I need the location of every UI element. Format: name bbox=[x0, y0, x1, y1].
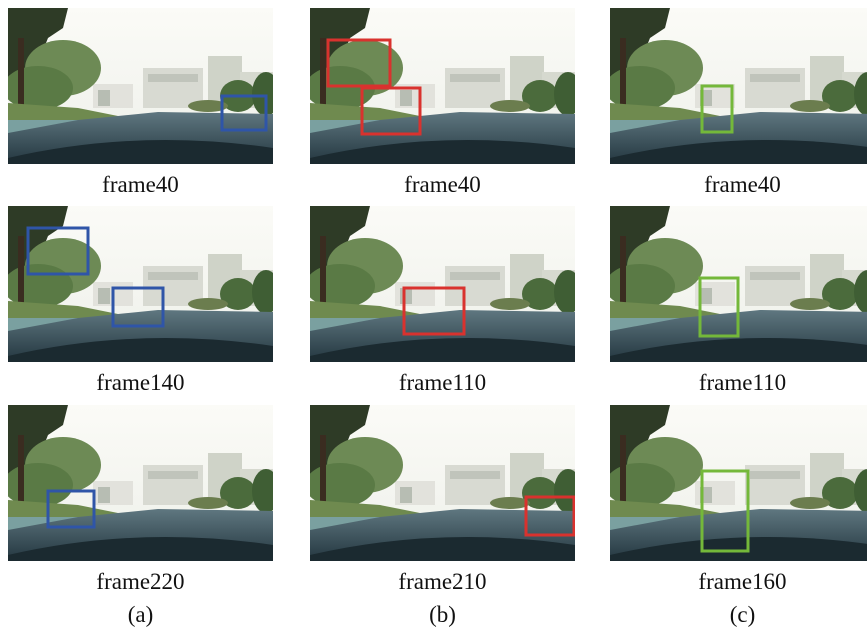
photo-c-3 bbox=[610, 405, 867, 561]
tracking-box bbox=[698, 276, 740, 338]
photo-c-1 bbox=[610, 8, 867, 164]
photo-a-1 bbox=[8, 8, 273, 164]
photo-b-1 bbox=[310, 8, 575, 164]
tracking-box bbox=[111, 286, 165, 328]
tracking-box bbox=[524, 495, 575, 537]
column-label-b: (b) bbox=[429, 602, 456, 627]
frame-caption: frame110 bbox=[698, 370, 787, 395]
frame-caption: frame160 bbox=[698, 569, 787, 594]
photo-b-3 bbox=[310, 405, 575, 561]
frame-caption: frame220 bbox=[96, 569, 185, 594]
column-label-a: (a) bbox=[127, 602, 154, 627]
tracking-box bbox=[26, 226, 90, 276]
frame-caption: frame40 bbox=[704, 172, 781, 197]
photo-b-2 bbox=[310, 206, 575, 362]
tracking-box bbox=[700, 84, 734, 134]
photo-a-3 bbox=[8, 405, 273, 561]
frame-caption: frame210 bbox=[398, 569, 487, 594]
photo-a-2 bbox=[8, 206, 273, 362]
frame-caption: frame140 bbox=[96, 370, 185, 395]
tracking-box bbox=[326, 38, 392, 88]
tracking-box bbox=[402, 286, 466, 336]
frame-caption: frame40 bbox=[102, 172, 179, 197]
tracking-box bbox=[360, 86, 422, 136]
tracking-box bbox=[700, 469, 750, 553]
frame-caption: frame40 bbox=[404, 172, 481, 197]
photo-c-2 bbox=[610, 206, 867, 362]
column-label-c: (c) bbox=[729, 602, 756, 627]
tracking-box bbox=[220, 94, 268, 132]
tracking-box bbox=[46, 489, 96, 529]
frame-caption: frame110 bbox=[398, 370, 487, 395]
